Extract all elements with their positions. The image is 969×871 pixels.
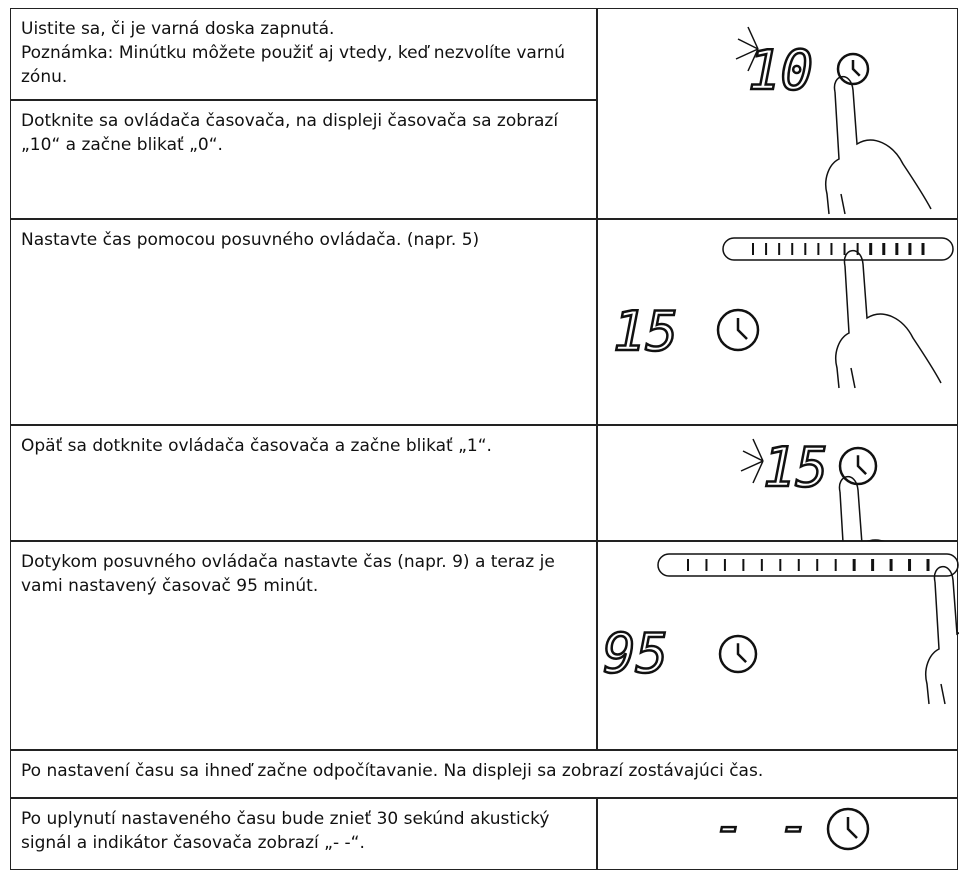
step-text: Uistite sa, či je varná doska zapnutá. bbox=[21, 19, 335, 39]
clock-hands bbox=[736, 643, 747, 663]
blink-mark bbox=[742, 450, 764, 462]
hand bbox=[925, 566, 959, 705]
clock-hands bbox=[851, 60, 861, 77]
display-digits: 15 bbox=[763, 436, 828, 499]
text-cell: Dotknite sa ovládača časovača, na disple… bbox=[10, 100, 597, 219]
step-text: Nastavte čas pomocou posuvného ovládača.… bbox=[21, 230, 480, 250]
step-text: Po uplynutí nastaveného času bude znieť … bbox=[21, 809, 550, 853]
step-text: Dotknite sa ovládača časovača, na disple… bbox=[21, 111, 559, 155]
hand bbox=[835, 250, 942, 389]
figure-cell: 15 bbox=[597, 219, 958, 425]
clock-icon bbox=[718, 634, 758, 674]
blink-mark bbox=[735, 48, 759, 60]
text-cell: Opäť sa dotknite ovládača časovača a zač… bbox=[10, 425, 597, 541]
illustration: 15 bbox=[740, 435, 888, 542]
step-text: Po nastavení času sa ihneď začne odpočít… bbox=[21, 761, 764, 781]
slider bbox=[722, 237, 954, 261]
display-digits: 15 bbox=[613, 300, 678, 363]
clock-icon bbox=[826, 807, 870, 851]
figure-cell: 15 bbox=[597, 425, 958, 542]
text-cell: Nastavte čas pomocou posuvného ovládača.… bbox=[10, 219, 597, 425]
blink-mark bbox=[737, 38, 759, 50]
text-cell: Uistite sa, či je varná doska zapnutá. Po… bbox=[10, 8, 597, 100]
clock-icon bbox=[836, 52, 870, 86]
step-text: Dotykom posuvného ovládača nastavte čas … bbox=[21, 552, 555, 596]
step-text: Opäť sa dotknite ovládača časovača a zač… bbox=[21, 436, 492, 456]
text-cell: Po nastavení času sa ihneď začne odpočít… bbox=[10, 750, 958, 798]
step-note: Poznámka: Minútku môžete použiť aj vtedy… bbox=[21, 43, 566, 87]
blink-mark bbox=[752, 460, 764, 484]
blink-mark bbox=[752, 438, 764, 462]
illustration: 15 bbox=[612, 237, 954, 389]
figure-cell: - - bbox=[597, 798, 958, 870]
blink-mark bbox=[747, 48, 759, 72]
illustration: 95 bbox=[602, 553, 959, 705]
figure-cell: 10 bbox=[597, 8, 958, 219]
illustration: 10 bbox=[735, 26, 932, 215]
blink-mark bbox=[740, 460, 764, 472]
clock-hands bbox=[846, 817, 858, 839]
display-digits: 95 bbox=[603, 622, 668, 685]
text-cell: Dotykom posuvného ovládača nastavte čas … bbox=[10, 541, 597, 750]
slider bbox=[657, 553, 959, 577]
illustration: - - bbox=[712, 799, 870, 858]
figure-cell: 95 bbox=[597, 541, 959, 750]
hand bbox=[825, 76, 932, 215]
clock-hands bbox=[736, 318, 748, 340]
text-cell: Po uplynutí nastaveného času bude znieť … bbox=[10, 798, 597, 870]
clock-icon bbox=[716, 308, 760, 352]
display-digits: - - bbox=[713, 799, 811, 857]
clock-hands bbox=[856, 455, 867, 475]
clock-icon bbox=[838, 446, 878, 486]
blink-mark bbox=[747, 26, 759, 50]
hand bbox=[838, 476, 888, 542]
